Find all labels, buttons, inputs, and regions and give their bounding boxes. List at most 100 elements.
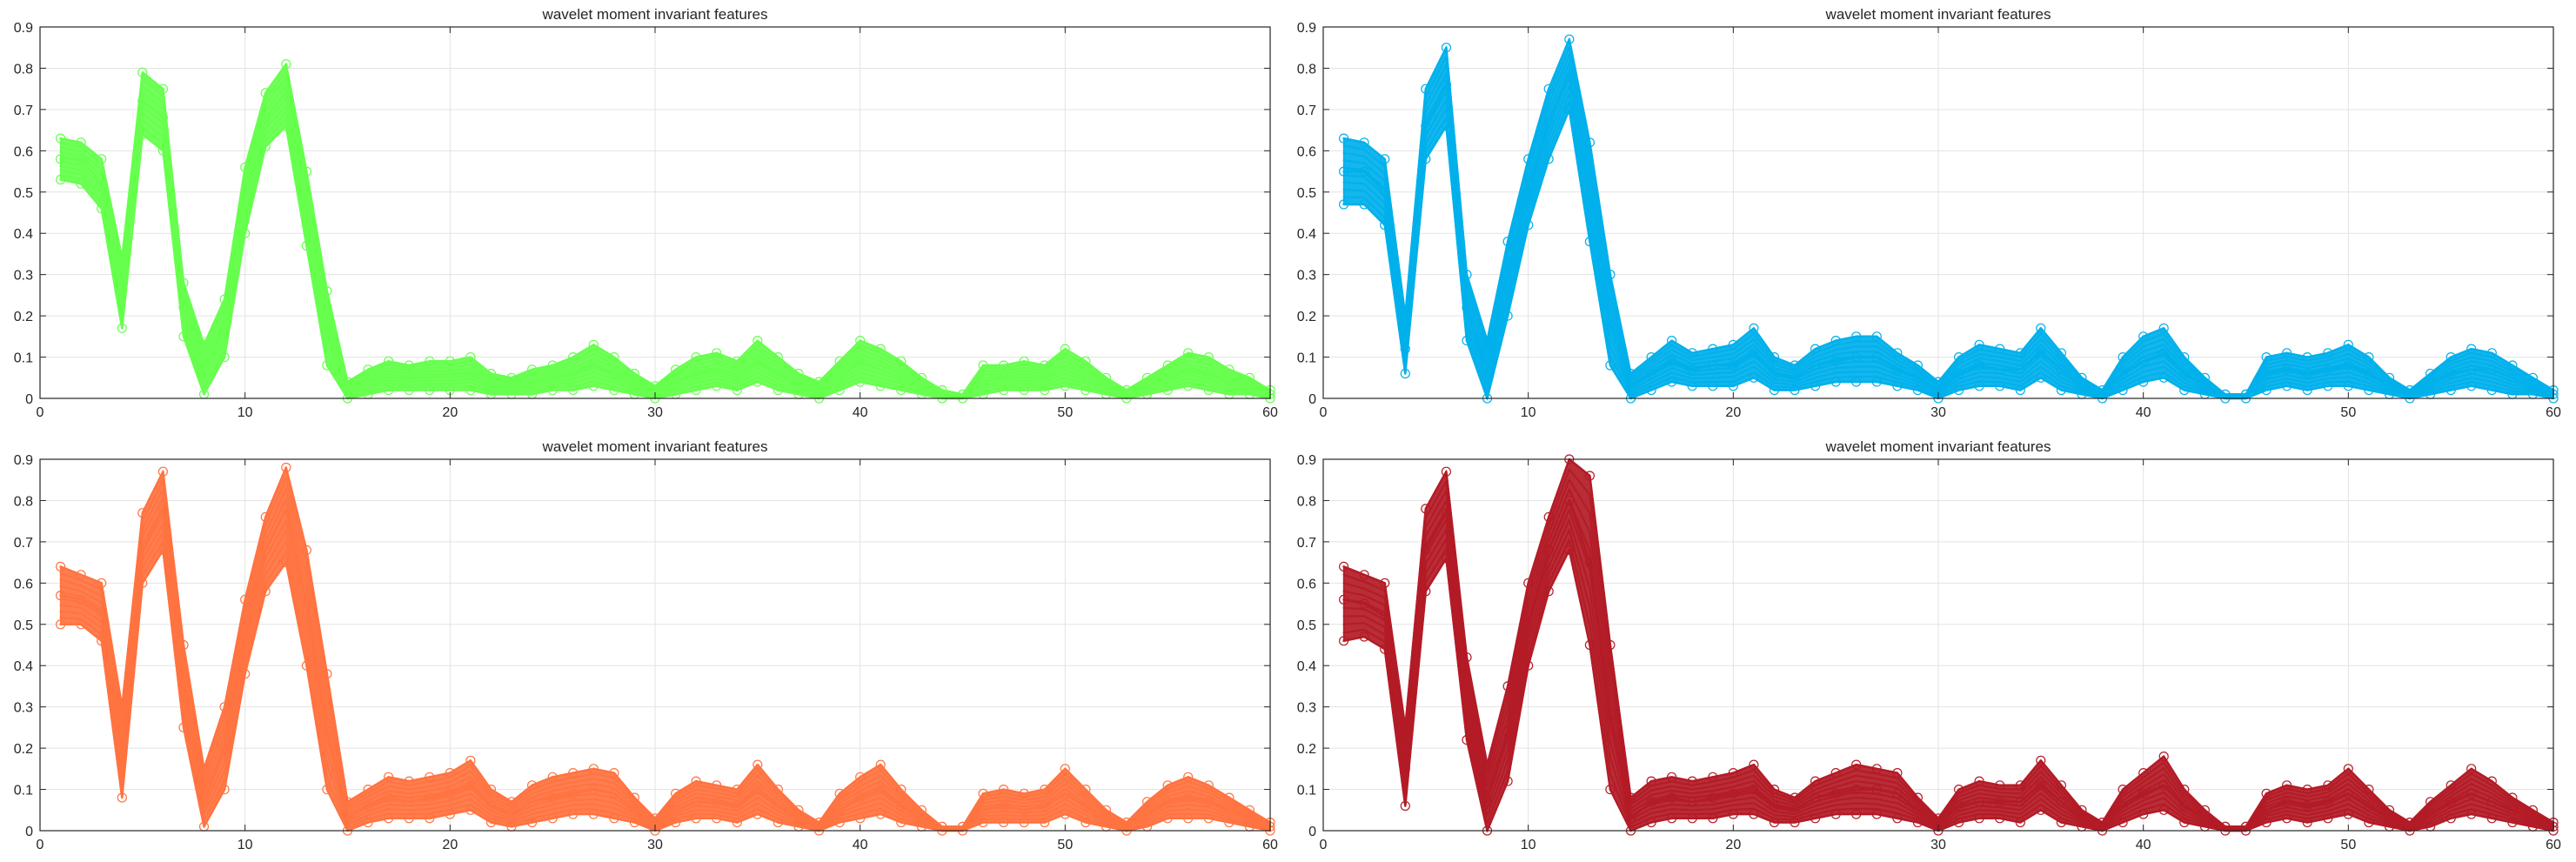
data-point [609, 352, 619, 363]
data-point [1203, 780, 1214, 791]
data-point [568, 384, 579, 396]
y-tick-label: 0.2 [1297, 742, 1316, 757]
data-point [1441, 79, 1452, 90]
data-point [2466, 764, 2477, 774]
x-tick-label: 30 [647, 838, 663, 852]
data-point [2179, 800, 2190, 812]
data-point [281, 121, 291, 131]
data-point [1892, 788, 1903, 799]
chart-panel-1: 0 10 20 30 40 50 60 0 0.1 0.2 0.3 0.4 0.5 0.6 0.7 0.8 0.… [14, 6, 1278, 420]
data-point [1081, 356, 1091, 366]
data-point [1974, 339, 1984, 350]
data-point [568, 788, 579, 799]
data-point [1749, 759, 1759, 770]
data-point [404, 797, 414, 807]
data-point [157, 545, 168, 556]
data-point [445, 809, 455, 819]
data-point [219, 743, 230, 753]
data-point [1871, 784, 1882, 795]
data-point [2323, 780, 2333, 791]
data-point [2486, 364, 2497, 375]
data-point [301, 166, 311, 177]
data-point [609, 384, 619, 396]
data-point [97, 636, 107, 646]
data-point [609, 368, 619, 379]
data-point [2138, 377, 2149, 387]
data-point [425, 772, 435, 782]
data-point [2302, 817, 2312, 828]
data-point [1380, 154, 1390, 164]
data-point [2486, 797, 2497, 807]
data-point [2466, 364, 2477, 375]
data-point [1790, 817, 1800, 828]
x-tick-label: 60 [1262, 838, 1278, 852]
y-tick-label: 0.7 [14, 536, 33, 551]
data-point [1543, 154, 1554, 164]
data-point [363, 784, 373, 795]
data-point [1749, 784, 1759, 795]
data-point [1502, 726, 1513, 737]
data-point [55, 154, 66, 164]
data-point [732, 784, 742, 795]
data-point [1584, 471, 1596, 481]
data-point [260, 112, 271, 123]
data-point [506, 797, 517, 807]
data-point [773, 352, 784, 363]
data-point [2261, 384, 2272, 396]
data-point [2036, 805, 2046, 815]
data-point [322, 669, 332, 679]
data-point [1380, 644, 1390, 654]
data-point [1687, 776, 1697, 786]
data-point [1790, 792, 1800, 803]
data-point [875, 809, 886, 819]
data-point [2015, 780, 2025, 791]
chart-title: wavelet moment invariant features [542, 438, 768, 455]
data-point [1974, 813, 1984, 824]
data-point [2446, 352, 2456, 363]
data-point [1564, 545, 1575, 556]
data-point [1974, 381, 1984, 391]
x-tick-label: 40 [2136, 838, 2151, 852]
series-trace [1342, 92, 2555, 398]
series-trace [1342, 518, 2555, 831]
data-point [2056, 364, 2066, 375]
data-point [2179, 817, 2190, 828]
data-point [2466, 344, 2477, 354]
data-point [1162, 384, 1173, 396]
y-tick-label: 0.1 [1297, 784, 1316, 799]
data-point [834, 356, 845, 366]
data-point [1224, 364, 1234, 375]
data-point [896, 784, 907, 795]
data-point [1810, 344, 1821, 354]
data-point [137, 545, 148, 556]
x-tick-label: 10 [1521, 405, 1536, 420]
x-tick-label: 20 [442, 405, 458, 420]
data-point [1646, 368, 1656, 379]
data-point [588, 764, 599, 774]
data-point [1338, 166, 1349, 177]
data-point [568, 809, 579, 819]
data-point [1421, 586, 1431, 597]
data-point [1830, 809, 1841, 819]
data-point [2343, 809, 2353, 819]
data-point [1081, 384, 1091, 396]
data-point [445, 788, 455, 799]
data-point [1687, 797, 1697, 807]
data-point [2425, 377, 2436, 387]
data-point [1462, 734, 1472, 745]
data-point [1523, 154, 1534, 164]
data-point [1183, 348, 1194, 358]
data-point [1728, 360, 1738, 371]
data-point [2036, 348, 2046, 358]
series-line-3 [1342, 108, 2555, 400]
data-point [2282, 364, 2292, 375]
data-point [629, 368, 640, 379]
data-point [1338, 199, 1349, 210]
data-point [2282, 348, 2292, 358]
data-point [1060, 364, 1070, 375]
data-point [1666, 813, 1677, 824]
data-point [2138, 809, 2149, 819]
data-point [2425, 809, 2436, 819]
data-point [855, 792, 866, 803]
data-point [875, 364, 886, 375]
